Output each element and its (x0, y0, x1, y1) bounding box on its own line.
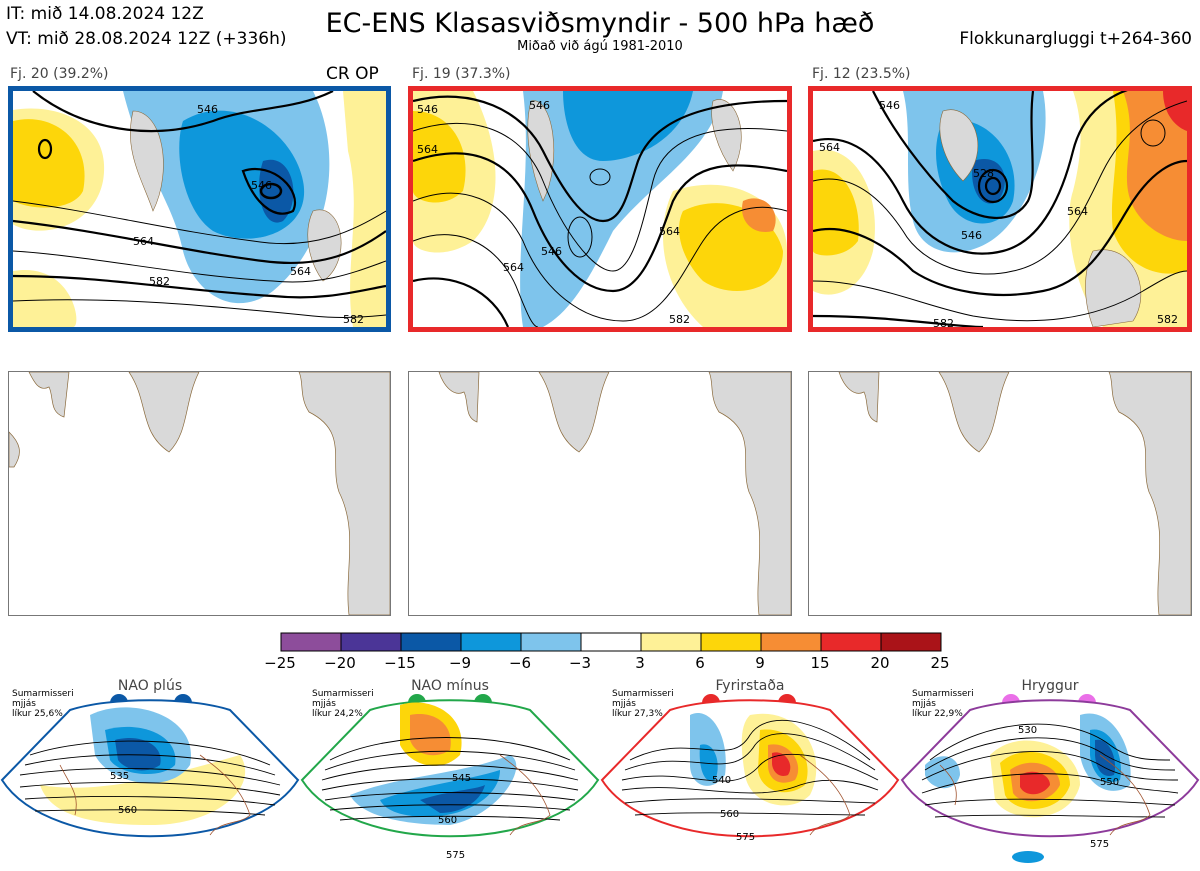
colorbar-cell (640, 632, 702, 652)
cluster-1-contour-label: 564 (133, 235, 154, 248)
regime-ridge[interactable]: Hryggur Sumarmisseri mjjás líkur 22,9% 5… (900, 675, 1200, 871)
colorbar-cell (700, 632, 762, 652)
cluster-2-contour-label: 546 (541, 245, 562, 258)
cluster-3-contour-label: 564 (1067, 205, 1088, 218)
regime-contour-label: 575 (446, 850, 465, 861)
colorbar-tick: −9 (448, 654, 472, 672)
regime-contour-label: 540 (712, 775, 731, 786)
colorbar-tick: −3 (568, 654, 592, 672)
cluster-1-tag: CR OP (326, 64, 379, 84)
colorbar-tick: −25 (264, 654, 296, 672)
colorbar-tick: 3 (635, 654, 645, 672)
colorbar-cell (340, 632, 402, 652)
regime-map: 540 560 575 (600, 694, 900, 843)
cluster-2-contour-label: 564 (503, 261, 524, 274)
regime-title: Hryggur (1021, 678, 1079, 694)
cluster-1-land-map (8, 371, 391, 616)
regime-title: NAO mínus (411, 678, 489, 694)
colorbar-tick: 9 (755, 654, 765, 672)
regime-blocking[interactable]: Fyrirstaða Sumarmisseri mjjás líkur 27,3… (600, 675, 900, 871)
regime-map: 530 550 575 (900, 694, 1200, 863)
cluster-2-contour-label: 546 (529, 99, 550, 112)
cluster-3-contour-label: 546 (961, 229, 982, 242)
cluster-1-anomaly-map: 546 546 564 564 582 582 (13, 91, 386, 327)
cluster-3-anomaly-map: 546 564 564 528 546 582 582 (813, 91, 1187, 327)
regime-contour-label: 560 (438, 815, 457, 826)
cluster-3-contour-label: 582 (1157, 313, 1178, 326)
cluster-2-contour-label: 564 (417, 143, 438, 156)
regime-contour-label: 530 (1018, 725, 1037, 736)
cluster-3-contour-label: 564 (819, 141, 840, 154)
colorbar-tick: −15 (384, 654, 416, 672)
regime-title: Fyrirstaða (715, 678, 785, 694)
colorbar-cell (880, 632, 942, 652)
cluster-1-contour-label: 546 (197, 103, 218, 116)
regime-title: NAO plús (117, 678, 183, 694)
colorbar-cell (820, 632, 882, 652)
regime-contour-label: 575 (736, 832, 755, 843)
regime-contour-label: 560 (118, 805, 137, 816)
cluster-2-contour-label: 582 (669, 313, 690, 326)
clustering-window: Flokkunargluggi t+264-360 (959, 29, 1192, 49)
cluster-1-contour-label: 546 (251, 179, 272, 192)
cluster-3-contour-label: 582 (933, 317, 954, 327)
colorbar-tick: −20 (324, 654, 356, 672)
cluster-2-land-map (408, 371, 792, 616)
colorbar-cell (460, 632, 522, 652)
regime-stats: Sumarmisseri mjjás líkur 22,9% (912, 689, 974, 719)
colorbar-cell (580, 632, 642, 652)
cluster-3-label: Fj. 12 (23.5%) (812, 66, 911, 82)
regime-map: 535 560 (0, 694, 300, 838)
cluster-1-contour-label: 582 (343, 313, 364, 326)
regime-contour-label: 535 (110, 771, 129, 782)
regime-contour-label: 575 (1090, 839, 1109, 850)
cluster-3-land-map (808, 371, 1192, 616)
page-title: EC-ENS Klasasviðsmyndir - 500 hPa hæð (325, 8, 875, 39)
colorbar-tick: 25 (930, 654, 950, 672)
cluster-3-map[interactable]: 546 564 564 528 546 582 582 (808, 86, 1192, 332)
cluster-2-map[interactable]: 546 546 564 564 546 564 582 (408, 86, 792, 332)
colorbar-tick-labels: −25 −20 −15 −9 −6 −3 3 6 9 15 20 25 (264, 654, 950, 674)
colorbar-tick: 20 (870, 654, 890, 672)
cluster-1-contour-label: 564 (290, 265, 311, 278)
colorbar-cell (760, 632, 822, 652)
regime-map: 545 560 575 (300, 694, 600, 861)
cluster-2-label: Fj. 19 (37.3%) (412, 66, 511, 82)
regime-contour-label: 550 (1100, 777, 1119, 788)
valid-time: VT: mið 28.08.2024 12Z (+336h) (6, 29, 287, 49)
regime-contour-label: 560 (720, 809, 739, 820)
cluster-2-contour-label: 546 (417, 103, 438, 116)
colorbar-cell (520, 632, 582, 652)
cluster-2-contour-label: 564 (659, 225, 680, 238)
cluster-2-anomaly-map: 546 546 564 564 546 564 582 (413, 91, 787, 327)
regime-stats: Sumarmisseri mjjás líkur 25,6% (12, 689, 74, 719)
colorbar-tick: −6 (508, 654, 532, 672)
page-subtitle: Miðað við ágú 1981-2010 (517, 39, 683, 54)
regime-stats: Sumarmisseri mjjás líkur 24,2% (312, 689, 374, 719)
initial-time: IT: mið 14.08.2024 12Z (6, 4, 204, 24)
cluster-3-contour-label: 528 (973, 167, 994, 180)
regime-stats: Sumarmisseri mjjás líkur 27,3% (612, 689, 674, 719)
cluster-1-contour-label: 582 (149, 275, 170, 288)
cluster-1-map[interactable]: 546 546 564 564 582 582 (8, 86, 391, 332)
cluster-1-label: Fj. 20 (39.2%) (10, 66, 109, 82)
colorbar (280, 632, 942, 652)
regime-nao-minus[interactable]: NAO mínus Sumarmisseri mjjás líkur 24,2%… (300, 675, 600, 871)
regime-nao-plus[interactable]: NAO plús Sumarmisseri mjjás líkur 25,6% … (0, 675, 300, 871)
colorbar-cell (400, 632, 462, 652)
colorbar-tick: 15 (810, 654, 830, 672)
colorbar-cell (280, 632, 342, 652)
regime-contour-label: 545 (452, 773, 471, 784)
cluster-3-contour-label: 546 (879, 99, 900, 112)
colorbar-tick: 6 (695, 654, 705, 672)
